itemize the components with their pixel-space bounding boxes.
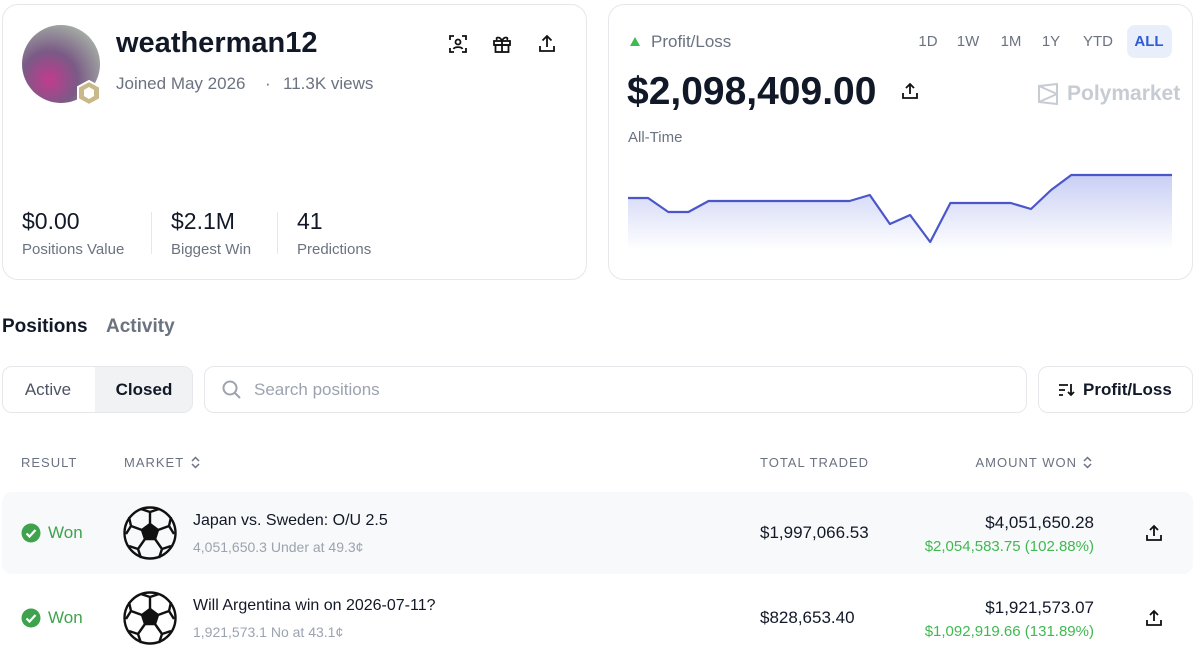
sort-label: Profit/Loss [1083,380,1172,399]
range-button[interactable]: YTD [1083,33,1113,50]
sort-toggle[interactable] [1081,455,1094,470]
search-box[interactable] [204,366,1027,413]
range-button[interactable]: 1W [956,33,980,50]
stat-value: 41 [297,208,323,234]
separator: · [265,74,271,93]
amount-won: $1,921,573.07 [985,598,1094,617]
chart-line [628,173,1172,244]
stat-label: Biggest Win [171,241,252,258]
search-placeholder: Search positions [254,380,380,399]
sort-button[interactable] [1038,366,1193,413]
brand-name: Polymarket [1067,82,1181,105]
amount-won: $4,051,650.28 [985,513,1094,532]
search-icon [222,380,241,399]
filter-button[interactable]: Active [24,380,72,399]
stat-label: Predictions [297,241,372,258]
stat-divider [151,212,152,254]
pnl-amount: $2,098,409.00 [627,70,877,113]
total-traded: $828,653.40 [760,608,855,627]
range-button[interactable]: ALL [1134,33,1164,50]
profit: $1,092,919.66 (131.89%) [924,623,1094,640]
views: 11.3K views [283,74,374,93]
avatar [22,25,101,107]
scan-icon[interactable] [447,33,469,55]
result: Won [48,608,83,627]
joined: Joined May 2026 [116,74,246,93]
share-icon[interactable] [536,33,558,55]
sort-icon [1059,384,1075,397]
won-icon [21,523,41,543]
market-detail: 4,051,650.3 Under at 49.3¢ [193,539,364,555]
username: weatherman12 [116,27,318,59]
won-icon [21,608,41,628]
chart-area [628,175,1172,250]
share-icon[interactable] [1145,524,1163,542]
pnl-chart [628,173,1172,250]
share-icon[interactable] [1145,609,1163,627]
filter-button[interactable]: Closed [115,380,173,399]
stat-value: $0.00 [22,208,80,234]
stat-value: $2.1M [171,208,235,234]
sort-toggle[interactable] [189,455,202,470]
brand-logo [1038,82,1058,106]
result: Won [48,523,83,542]
tab[interactable]: Activity [106,316,175,337]
market-icon [123,591,177,645]
profit: $2,054,583.75 (102.88%) [924,538,1094,555]
pnl-label: Profit/Loss [651,32,732,51]
gift-icon[interactable] [491,33,513,55]
table-header: TOTAL TRADED [760,455,870,470]
period: All-Time [628,129,683,146]
market-detail: 1,921,573.1 No at 43.1¢ [193,624,344,640]
tab[interactable]: Positions [2,316,88,337]
filter-group [2,366,193,413]
stat-divider [277,212,278,254]
pnl-card [608,4,1193,280]
table-header: RESULT [21,455,78,470]
table-header[interactable]: MARKET [124,455,185,470]
filter-active-bg [95,367,192,412]
row-bg [2,492,1193,574]
up-triangle [630,37,640,46]
market-title[interactable]: Will Argentina win on 2026-07-11? [193,597,436,614]
range-active-bg [1127,25,1172,58]
market-title[interactable]: Japan vs. Sweden: O/U 2.5 [193,512,388,529]
profile-card [2,4,587,280]
range-button[interactable]: 1M [1000,33,1022,50]
share-icon[interactable] [900,81,920,101]
table-header[interactable]: AMOUNT WON [975,455,1077,470]
range-button[interactable]: 1Y [1041,33,1061,50]
market-icon [123,506,177,560]
total-traded: $1,997,066.53 [760,523,869,542]
range-button[interactable]: 1D [918,33,938,50]
stat-label: Positions Value [22,241,125,258]
